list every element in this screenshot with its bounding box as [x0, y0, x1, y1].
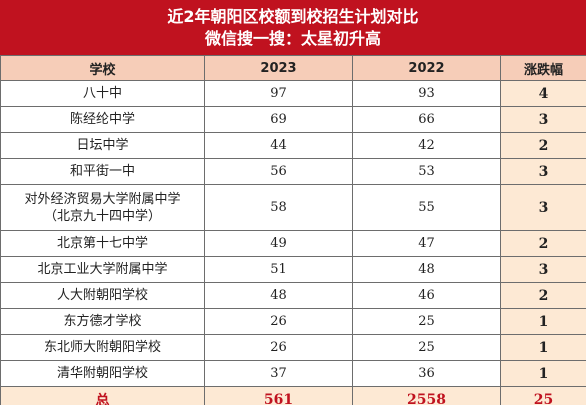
table-row: 日坛中学 44 42 2: [0, 132, 586, 159]
quota-2023: 49: [204, 230, 353, 257]
quota-2022: 66: [352, 106, 501, 133]
column-header-change: 涨跌幅: [500, 55, 586, 81]
quota-change: 2: [500, 230, 586, 257]
quota-change: 3: [500, 184, 586, 231]
quota-2023: 44: [204, 132, 353, 159]
quota-2022: 48: [352, 256, 501, 283]
school-name: 东方德才学校: [0, 308, 205, 335]
quota-2022: 55: [352, 184, 501, 231]
quota-change: 3: [500, 106, 586, 133]
column-header-2023: 2023: [204, 55, 353, 81]
quota-2023: 56: [204, 158, 353, 185]
page-subtitle: 微信搜一搜：太星初升高: [204, 28, 381, 48]
table-row: 陈经纶中学 69 66 3: [0, 106, 586, 133]
quota-change: 1: [500, 360, 586, 387]
total-change: 25: [500, 386, 586, 405]
total-2023: 561: [204, 386, 353, 405]
quota-change: 1: [500, 308, 586, 335]
quota-2023: 58: [204, 184, 353, 231]
quota-change: 2: [500, 282, 586, 309]
quota-2022: 25: [352, 334, 501, 361]
table-row: 北京工业大学附属中学 51 48 3: [0, 256, 586, 283]
table-row: 北京第十七中学 49 47 2: [0, 230, 586, 257]
quota-2023: 48: [204, 282, 353, 309]
quota-2022: 42: [352, 132, 501, 159]
school-name-note: （北京九十四中学）: [43, 208, 161, 224]
school-name: 对外经济贸易大学附属中学: [24, 191, 181, 207]
quota-change: 4: [500, 80, 586, 107]
table-row: 和平街一中 56 53 3: [0, 158, 586, 185]
table-row: 八十中 97 93 4: [0, 80, 586, 107]
column-header-2022: 2022: [352, 55, 501, 81]
quota-2023: 69: [204, 106, 353, 133]
school-name: 八十中: [0, 80, 205, 107]
school-name: 东北师大附朝阳学校: [0, 334, 205, 361]
table-row: 东北师大附朝阳学校 26 25 1: [0, 334, 586, 361]
table-row: 人大附朝阳学校 48 46 2: [0, 282, 586, 309]
total-2022: 2558: [352, 386, 501, 405]
school-name: 和平街一中: [0, 158, 205, 185]
quota-2023: 51: [204, 256, 353, 283]
quota-2022: 46: [352, 282, 501, 309]
table-header-row: 学校 2023 2022 涨跌幅: [0, 55, 586, 81]
quota-2022: 25: [352, 308, 501, 335]
school-name: 人大附朝阳学校: [0, 282, 205, 309]
quota-2023: 26: [204, 334, 353, 361]
table-row: 清华附朝阳学校 37 36 1: [0, 360, 586, 387]
school-name: 日坛中学: [0, 132, 205, 159]
school-name: 北京第十七中学: [0, 230, 205, 257]
quota-change: 3: [500, 256, 586, 283]
school-name: 北京工业大学附属中学: [0, 256, 205, 283]
school-name: 陈经纶中学: [0, 106, 205, 133]
quota-change: 2: [500, 132, 586, 159]
page-title: 近2年朝阳区校额到校招生计划对比: [167, 6, 419, 26]
school-name: 清华附朝阳学校: [0, 360, 205, 387]
quota-2022: 47: [352, 230, 501, 257]
quota-2023: 97: [204, 80, 353, 107]
quota-2022: 93: [352, 80, 501, 107]
quota-change: 1: [500, 334, 586, 361]
table-row: 东方德才学校 26 25 1: [0, 308, 586, 335]
quota-2022: 53: [352, 158, 501, 185]
total-label: 总: [0, 386, 205, 405]
total-row: 总 561 2558 25: [0, 386, 586, 405]
comparison-table: 学校 2023 2022 涨跌幅 八十中 97 93 4 陈经纶中学 69 66…: [0, 55, 586, 405]
quota-change: 3: [500, 158, 586, 185]
title-banner: 近2年朝阳区校额到校招生计划对比 微信搜一搜：太星初升高: [0, 0, 586, 55]
table-row: 对外经济贸易大学附属中学 （北京九十四中学） 58 55 3: [0, 184, 586, 231]
quota-2023: 26: [204, 308, 353, 335]
column-header-school: 学校: [0, 55, 205, 81]
quota-2022: 36: [352, 360, 501, 387]
school-name-cell: 对外经济贸易大学附属中学 （北京九十四中学）: [0, 184, 205, 231]
quota-2023: 37: [204, 360, 353, 387]
